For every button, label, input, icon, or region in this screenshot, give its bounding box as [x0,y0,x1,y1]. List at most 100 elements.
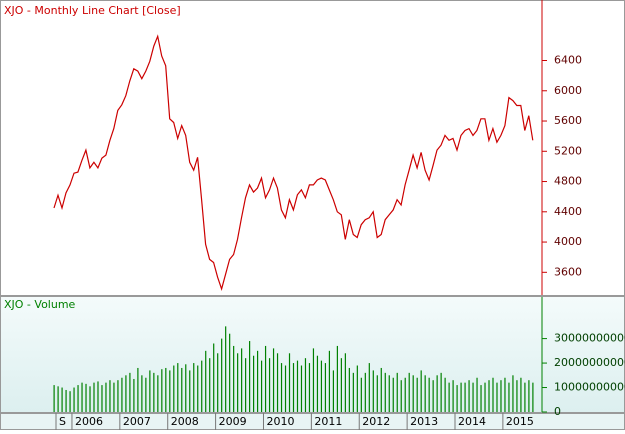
volume-bar [444,377,446,412]
volume-bar [516,380,518,412]
x-tick-label: 2012 [362,415,390,428]
volume-bar [153,372,155,412]
volume-bar [372,370,374,412]
volume-bar [364,372,366,412]
volume-bar [117,380,119,412]
volume-bar [65,389,67,412]
volume-bar [452,380,454,412]
volume-bar [472,382,474,412]
volume-bar [249,341,251,412]
volume-bar [424,375,426,412]
volume-bar [316,355,319,412]
y-tick-label: 0 [554,405,561,418]
volume-bar [368,363,370,412]
volume-bar [448,382,450,412]
x-tick-label: 2007 [123,415,151,428]
volume-bar [456,385,458,412]
volume-bar [532,382,534,412]
volume-bar [165,367,167,412]
volume-bar [344,353,346,412]
volume-bar [488,380,490,412]
volume-bar [396,372,398,412]
volume-bar [260,360,263,412]
volume-bar [181,367,183,412]
volume-bar [157,375,159,412]
volume-bar [296,360,299,412]
volume-bar [336,345,338,412]
volume-bar [388,375,390,412]
volume-bar [237,353,239,412]
volume-bar [81,382,83,412]
x-tick-label: 2008 [171,415,199,428]
volume-bar [496,382,498,412]
volume-bar [121,377,123,412]
volume-bar [149,370,151,412]
volume-bar [229,333,231,412]
volume-bar [528,380,530,412]
volume-bar [300,365,303,412]
volume-bar [133,378,135,412]
volume-bar [332,370,334,412]
volume-bar [512,375,514,412]
volume-bar [77,385,79,412]
volume-bar [324,363,327,412]
y-tick-label: 30000000000 [554,332,625,345]
volume-bar [69,391,71,412]
volume-bar [177,363,179,412]
volume-bar [145,377,147,412]
volume-bar [508,382,510,412]
volume-bar [420,370,422,412]
volume-bar [328,350,331,412]
volume-bar [209,358,211,412]
volume-bar [141,375,143,412]
x-tick-label: 2006 [75,415,103,428]
volume-bar [408,372,410,412]
volume-bar [404,377,406,412]
volume-bar [221,338,223,412]
volume-bar [520,377,522,412]
y-tick-label: 3600 [554,265,582,278]
x-tick-label: 2014 [458,415,486,428]
y-tick-label: 4000 [554,235,582,248]
volume-bar [352,372,354,412]
y-tick-label: 20000000000 [554,356,625,369]
volume-bar [492,377,494,412]
x-tick-label: 2010 [266,415,294,428]
price-panel [0,0,625,296]
x-tick-label: S [59,415,66,428]
volume-bar [89,386,91,412]
volume-bar [432,380,434,412]
x-tick-label: 2015 [506,415,534,428]
volume-bar [524,382,526,412]
volume-bar [241,348,243,412]
volume-bar [348,367,350,412]
volume-bar [217,353,219,412]
volume-bar [288,353,291,412]
volume-bar [460,382,462,412]
volume-bar [356,365,358,412]
y-tick-label: 6000 [554,84,582,97]
volume-bar [416,377,418,412]
volume-bar [256,350,259,412]
volume-bar [380,367,382,412]
volume-bar [173,365,175,412]
volume-bar [73,387,75,412]
volume-bar [85,383,87,412]
volume-bar [412,375,414,412]
volume-bar [109,380,111,412]
volume-bar [97,381,99,412]
volume-bar [340,358,342,412]
volume-bar [205,350,207,412]
volume-bar [268,358,271,412]
volume-bar [476,377,478,412]
volume-bar [225,326,227,412]
volume-bar [125,375,127,412]
price-line [53,34,534,291]
volume-bar [392,377,394,412]
volume-bar [113,382,115,412]
volume-bar [101,385,103,412]
volume-bar [169,370,171,412]
y-tick-label: 10000000000 [554,381,625,394]
